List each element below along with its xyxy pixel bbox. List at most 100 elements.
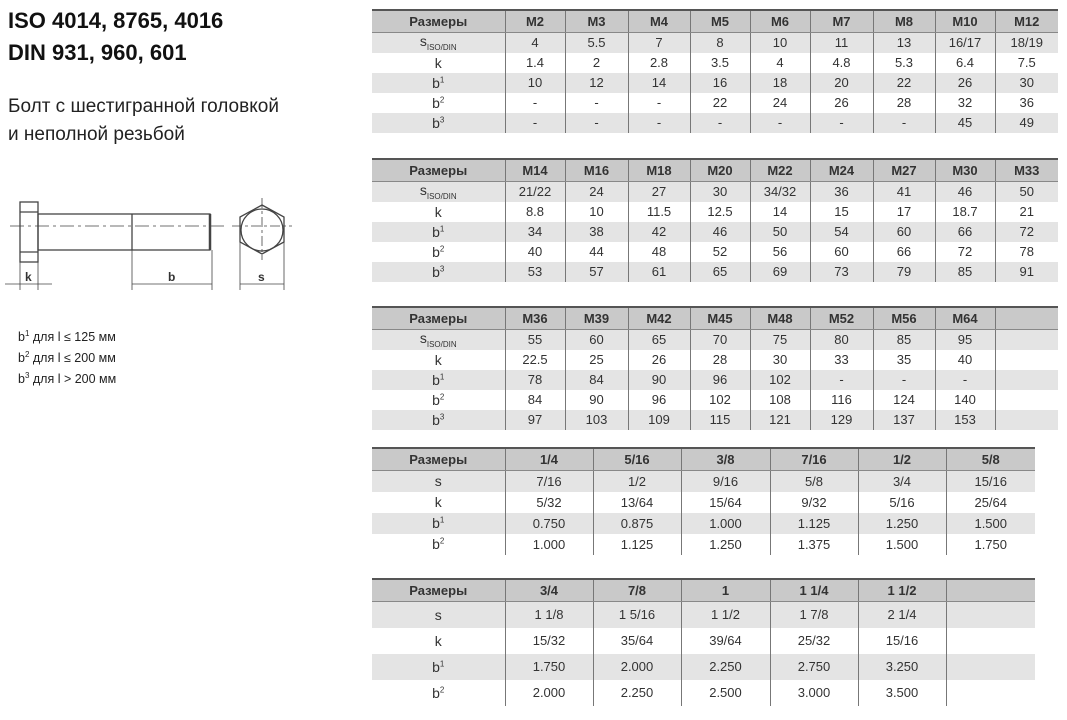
table-cell: 3.000 — [769, 679, 858, 706]
table-cell: 20 — [809, 72, 873, 93]
table-cell: 65 — [689, 261, 750, 282]
column-header: Размеры — [372, 578, 505, 602]
table-row: b2 40 44 48 52 56 60 66 72 78 — [372, 241, 1058, 262]
table-cell: 66 — [934, 221, 995, 242]
table-cell: 7.5 — [994, 52, 1058, 73]
table-cell: 1.125 — [769, 512, 858, 534]
column-header: M27 — [872, 158, 935, 182]
table-cell: 40 — [504, 241, 565, 262]
label-b: b — [168, 270, 175, 284]
table-row: sISO/DIN 4 5.5 7 8 10 11 13 16/17 18/19 — [372, 32, 1058, 53]
header-row: Размеры M36 M39 M42 M45 M48 M52 M56 M64 — [372, 306, 1058, 330]
column-header: M2 — [504, 9, 565, 33]
table-cell: 4.8 — [809, 52, 873, 73]
table-cell: - — [934, 369, 995, 390]
table-cell: 22.5 — [504, 349, 565, 370]
table-cell — [945, 627, 1035, 654]
column-header — [945, 578, 1035, 602]
table-cell: 48 — [627, 241, 690, 262]
table-cell — [945, 601, 1035, 628]
row-label: sISO/DIN — [372, 181, 505, 202]
table-row: k 22.5 25 26 28 30 33 35 40 — [372, 349, 1058, 370]
table-cell: 5/16 — [857, 491, 946, 513]
table-cell: 84 — [504, 389, 565, 410]
row-label: b2 — [432, 94, 445, 111]
table-cell: 24 — [749, 92, 810, 113]
table-cell — [994, 329, 1058, 350]
table-cell: 30 — [689, 181, 750, 202]
column-header: 1 — [680, 578, 770, 602]
table-cell: 2.250 — [680, 653, 770, 680]
column-header: M7 — [809, 9, 873, 33]
table-cell: 1.4 — [504, 52, 565, 73]
column-header: M48 — [749, 306, 810, 330]
table-cell: 4 — [504, 32, 565, 53]
table-cell: 25/64 — [945, 491, 1035, 513]
table-cell: 1.250 — [857, 512, 946, 534]
table-cell: 16/17 — [934, 32, 995, 53]
column-header: 5/8 — [945, 447, 1035, 471]
row-label: b3 — [372, 409, 505, 430]
table-cell: 2 1/4 — [857, 601, 946, 628]
table-cell — [994, 389, 1058, 410]
table-cell: 36 — [994, 92, 1058, 113]
dimensions-table: Размеры 1/4 5/16 3/8 7/16 1/2 5/8 s 7/16 1/2 9/16 5… — [372, 447, 1035, 555]
table-cell: 2 — [564, 52, 628, 73]
table-cell: 108 — [749, 389, 810, 410]
table-cell: - — [689, 112, 750, 133]
table-cell: 85 — [872, 329, 935, 350]
column-header: 7/16 — [769, 447, 858, 471]
header-row: Размеры M14 M16 M18 M20 M22 M24 M27 M30 M33 — [372, 158, 1058, 182]
column-header: 1/4 — [504, 447, 593, 471]
table-cell: 38 — [564, 221, 628, 242]
table-cell: - — [627, 112, 690, 133]
table-cell: 7 — [627, 32, 690, 53]
table-cell: 26 — [809, 92, 873, 113]
table-cell: 102 — [689, 389, 750, 410]
title-din: DIN 931, 960, 601 — [8, 40, 187, 65]
table-cell: 12.5 — [689, 201, 750, 222]
table-cell — [945, 653, 1035, 680]
table-row: b1 78 84 90 96 102- - - — [372, 369, 1058, 390]
table-cell: 8.8 — [504, 201, 565, 222]
table-cell: 6.4 — [934, 52, 995, 73]
dimensions-table: Размеры M36 M39 M42 M45 M48 M52 M56 M64 sISO/DIN 5… — [372, 306, 1058, 430]
table-cell: 3/4 — [857, 470, 946, 492]
table-cell: 97 — [504, 409, 565, 430]
table-cell: 56 — [749, 241, 810, 262]
table-cell: 27 — [627, 181, 690, 202]
row-label: k — [434, 54, 442, 71]
title-iso: ISO 4014, 8765, 4016 — [8, 8, 224, 33]
table-cell: 1.250 — [680, 533, 770, 555]
table-row: b2- - -22 24 26 28 32 36 — [372, 92, 1058, 113]
label-s: s — [258, 270, 265, 284]
table-cell: 18.7 — [934, 201, 995, 222]
table-cell: 60 — [564, 329, 628, 350]
table-cell: 85 — [934, 261, 995, 282]
table-cell: 32 — [934, 92, 995, 113]
row-label: b2 — [432, 536, 445, 552]
table-cell: 0.750 — [504, 512, 593, 534]
dimensions-table: Размеры M2 M3 M4 M5 M6 M7 M8 M10 M12 sISO/DIN 4 5.5 7… — [372, 9, 1058, 133]
table-cell: 79 — [872, 261, 935, 282]
table-row: sISO/DIN 55 60 65 70 75 80 85 95 — [372, 329, 1058, 350]
table-cell: 35 — [872, 349, 935, 370]
table-cell: 8 — [689, 32, 750, 53]
table-cell: 65 — [627, 329, 690, 350]
table-row: b1 10 12 14 16 18 20 22 26 30 — [372, 72, 1058, 93]
table-cell: 25 — [564, 349, 628, 370]
table-cell: 46 — [689, 221, 750, 242]
table-cell: 45 — [934, 112, 995, 133]
table-cell: 5.3 — [872, 52, 935, 73]
row-label: sISO/DIN — [372, 329, 505, 350]
table-cell: 42 — [627, 221, 690, 242]
table-cell: 46 — [934, 181, 995, 202]
table-cell: 78 — [994, 241, 1058, 262]
row-label: b2 — [432, 391, 445, 408]
column-header: M20 — [689, 158, 750, 182]
table-cell: 10 — [504, 72, 565, 93]
table-cell: 2.000 — [504, 679, 593, 706]
table-cell: - — [809, 369, 873, 390]
table-cell — [994, 349, 1058, 370]
table-cell: 1 5/16 — [592, 601, 681, 628]
